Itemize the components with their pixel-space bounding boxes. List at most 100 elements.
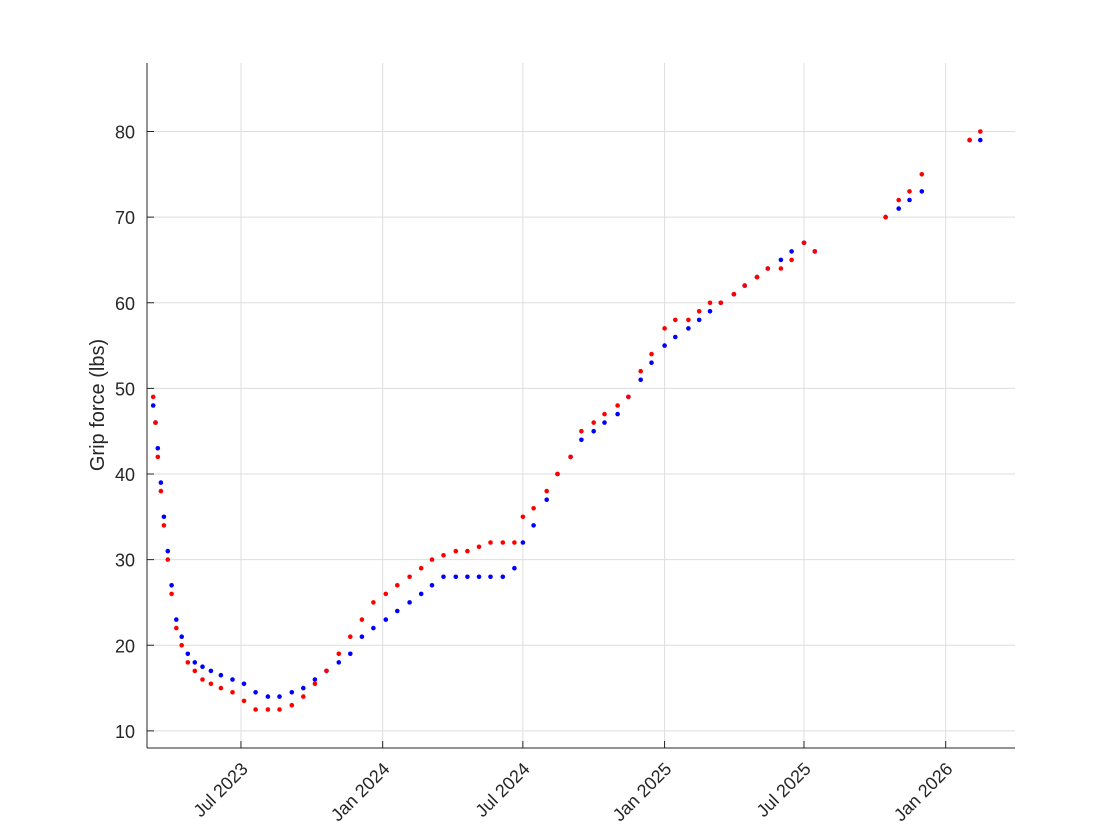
data-point bbox=[453, 574, 459, 580]
data-point bbox=[200, 664, 205, 669]
data-point bbox=[544, 497, 549, 503]
data-point bbox=[801, 240, 807, 246]
data-point bbox=[208, 668, 214, 674]
data-point bbox=[615, 411, 620, 417]
data-point bbox=[707, 300, 713, 306]
data-point bbox=[686, 317, 691, 323]
data-point bbox=[978, 137, 983, 143]
data-point bbox=[179, 643, 184, 648]
y-tick-label: 30 bbox=[115, 551, 135, 571]
data-point bbox=[158, 488, 164, 494]
data-point bbox=[253, 707, 258, 712]
series-2 bbox=[150, 129, 983, 712]
data-point bbox=[465, 574, 470, 580]
y-tick-labels: 10 20 30 40 50 60 70 80 bbox=[115, 123, 135, 742]
data-point bbox=[967, 137, 972, 143]
data-point bbox=[789, 249, 794, 254]
data-point bbox=[359, 634, 365, 639]
data-point bbox=[591, 420, 596, 425]
data-point bbox=[418, 591, 424, 597]
data-point bbox=[230, 690, 235, 695]
x-tick-label: Jan 2024 bbox=[327, 759, 394, 826]
data-point bbox=[673, 317, 678, 323]
data-point bbox=[662, 343, 667, 348]
data-point bbox=[150, 394, 156, 400]
plot-background bbox=[147, 63, 1015, 748]
data-point bbox=[488, 574, 493, 580]
data-point bbox=[789, 257, 794, 263]
data-point bbox=[371, 600, 376, 605]
data-point bbox=[383, 617, 389, 622]
data-point bbox=[907, 197, 912, 203]
data-point bbox=[348, 634, 353, 639]
data-point bbox=[476, 544, 482, 550]
data-point bbox=[778, 266, 784, 271]
data-point bbox=[812, 249, 818, 254]
data-point bbox=[441, 553, 446, 558]
data-point bbox=[185, 651, 191, 657]
y-axis-label: Grip force (lbs) bbox=[87, 339, 109, 471]
data-point bbox=[395, 608, 400, 614]
data-point bbox=[778, 257, 784, 263]
data-point bbox=[649, 360, 654, 366]
data-point bbox=[230, 677, 235, 682]
data-point bbox=[407, 574, 412, 580]
data-point bbox=[383, 591, 389, 597]
data-point bbox=[265, 707, 271, 712]
data-point bbox=[429, 583, 435, 588]
data-point bbox=[919, 189, 925, 194]
data-point bbox=[896, 197, 901, 203]
data-point bbox=[555, 471, 560, 477]
data-point bbox=[453, 548, 459, 554]
data-point bbox=[241, 681, 247, 687]
data-point bbox=[476, 574, 482, 580]
data-point bbox=[626, 394, 631, 400]
data-point bbox=[277, 694, 282, 699]
data-point bbox=[718, 300, 724, 306]
data-point bbox=[208, 681, 214, 687]
data-point bbox=[638, 377, 643, 383]
data-point bbox=[418, 565, 424, 571]
data-point bbox=[883, 214, 888, 220]
data-point bbox=[161, 514, 167, 520]
data-point bbox=[265, 694, 271, 699]
data-point bbox=[155, 446, 161, 451]
data-point bbox=[696, 317, 702, 323]
data-point bbox=[520, 540, 526, 545]
x-tick-label: Jul 2025 bbox=[753, 759, 815, 821]
data-point bbox=[742, 283, 747, 288]
x-tick-label: Jan 2025 bbox=[609, 759, 676, 826]
y-tick-label: 40 bbox=[115, 465, 135, 485]
data-point bbox=[591, 428, 596, 434]
x-tick-label: Jan 2026 bbox=[890, 759, 957, 826]
data-point bbox=[218, 685, 224, 691]
data-point bbox=[512, 565, 517, 571]
data-point bbox=[754, 274, 760, 280]
data-point bbox=[289, 702, 295, 708]
data-point bbox=[568, 454, 573, 460]
data-point bbox=[696, 309, 702, 314]
y-tick-label: 80 bbox=[115, 123, 135, 143]
data-point bbox=[579, 437, 584, 443]
y-tick-label: 10 bbox=[115, 722, 135, 742]
data-point bbox=[253, 690, 258, 695]
data-point bbox=[312, 677, 318, 682]
y-tick-label: 60 bbox=[115, 294, 135, 314]
x-tick-labels: Jul 2023 Jan 2024 Jul 2024 Jan 2025 Jul 2025… bbox=[190, 759, 957, 826]
data-point bbox=[165, 548, 171, 554]
data-point bbox=[978, 129, 983, 134]
data-point bbox=[312, 681, 318, 687]
data-point bbox=[158, 480, 164, 485]
data-point bbox=[192, 660, 198, 665]
data-point bbox=[615, 403, 620, 408]
data-point bbox=[579, 428, 584, 434]
data-point bbox=[896, 206, 901, 211]
data-point bbox=[192, 668, 198, 674]
data-point bbox=[155, 454, 161, 460]
data-point bbox=[686, 326, 691, 331]
data-point bbox=[185, 660, 191, 665]
data-point bbox=[512, 540, 517, 545]
data-point bbox=[218, 672, 224, 678]
data-point bbox=[649, 351, 654, 357]
